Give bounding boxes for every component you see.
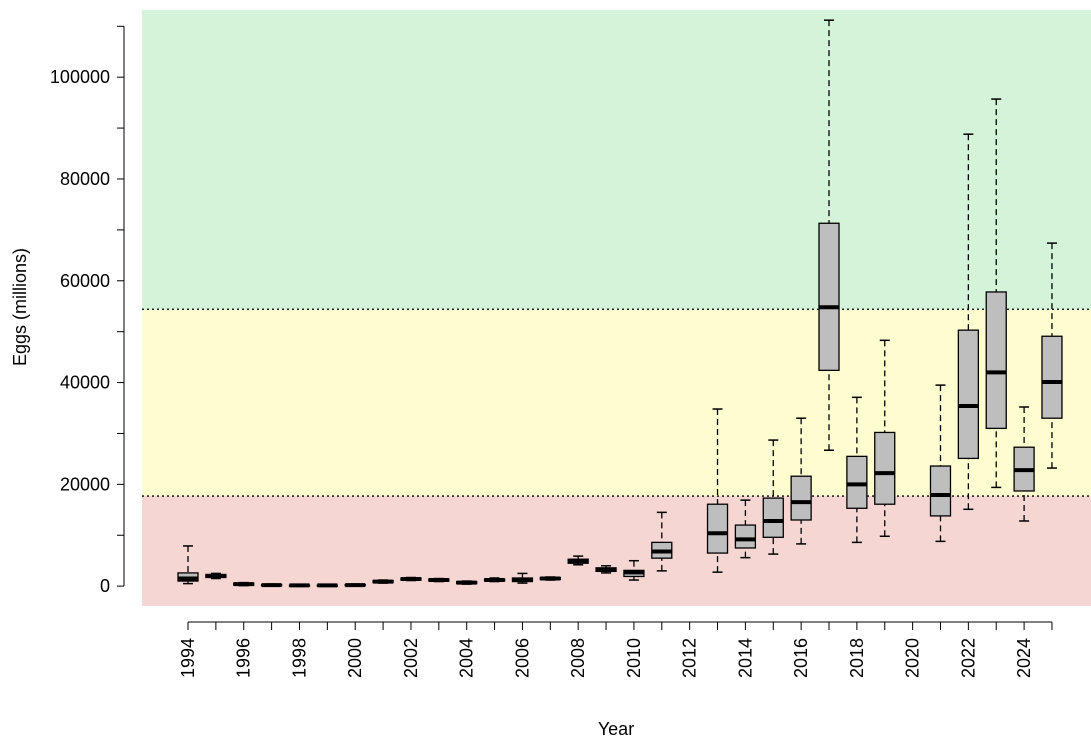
x-axis-label: Year — [598, 719, 634, 739]
box — [706, 503, 729, 554]
x-tick-label: 2016 — [791, 638, 811, 678]
x-tick-label: 2024 — [1014, 638, 1034, 678]
x-tick-label: 2018 — [847, 638, 867, 678]
x-tick-label: 2022 — [958, 638, 978, 678]
box — [874, 431, 896, 505]
y-tick-label: 40000 — [60, 373, 110, 393]
x-tick-label: 2008 — [568, 638, 588, 678]
box — [762, 497, 784, 538]
box — [818, 222, 840, 371]
x-tick-label: 2006 — [512, 638, 532, 678]
zone — [142, 10, 1091, 310]
box — [1041, 335, 1063, 419]
x-tick-label: 1996 — [234, 638, 254, 678]
x-tick-label: 2004 — [457, 638, 477, 678]
y-axis-label: Eggs (millions) — [10, 248, 30, 366]
box — [734, 524, 757, 549]
box — [790, 475, 812, 521]
y-tick-label: 80000 — [60, 169, 110, 189]
x-tick-label: 1994 — [178, 638, 198, 678]
y-tick-label: 60000 — [60, 271, 110, 291]
x-tick-label: 2012 — [680, 638, 700, 678]
y-tick-label: 0 — [100, 576, 110, 596]
y-tick-label: 20000 — [60, 474, 110, 494]
box — [846, 455, 868, 509]
box — [985, 291, 1007, 430]
x-tick-label: 2000 — [345, 638, 365, 678]
y-tick-label: 100000 — [50, 67, 110, 87]
x-tick-label: 2010 — [624, 638, 644, 678]
x-tick-label: 2014 — [735, 638, 755, 678]
box — [929, 465, 952, 517]
x-tick-label: 2020 — [903, 638, 923, 678]
zone — [142, 309, 1091, 497]
box — [957, 329, 980, 460]
x-tick-label: 2002 — [401, 638, 421, 678]
x-tick-label: 1998 — [289, 638, 309, 678]
